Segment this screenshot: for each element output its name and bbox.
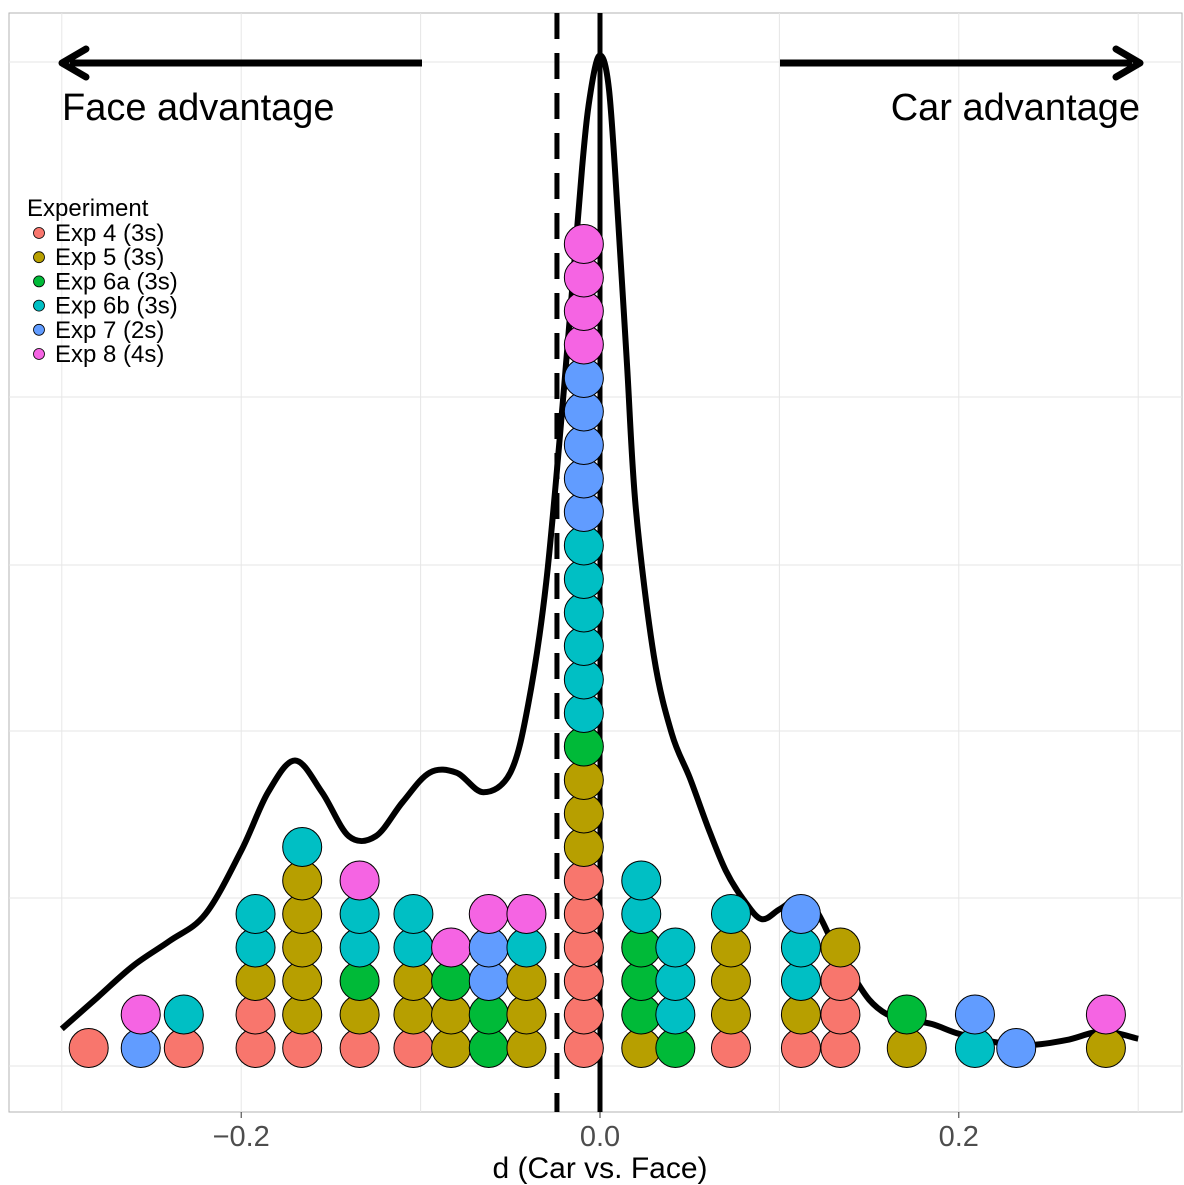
data-point (996, 1028, 1037, 1068)
legend-label: Exp 4 (3s) (55, 220, 164, 247)
data-point (163, 994, 204, 1035)
data-point (339, 860, 380, 901)
data-point (710, 894, 751, 934)
legend-swatch (33, 348, 45, 360)
left-arrow (58, 45, 422, 81)
data-point (120, 994, 161, 1035)
legend-label: Exp 5 (3s) (55, 244, 164, 271)
legend-label: Exp 6a (3s) (55, 268, 178, 295)
data-point (68, 1028, 109, 1068)
data-point (886, 994, 927, 1035)
data-point (431, 927, 472, 968)
data-point (655, 927, 696, 968)
legend-entries: Exp 4 (3s)Exp 5 (3s)Exp 6a (3s)Exp 6b (3… (33, 220, 178, 368)
x-tick-label: −0.2 (213, 1121, 270, 1153)
legend-title: Experiment (27, 195, 149, 222)
data-point (563, 224, 604, 264)
face-advantage-label: Face advantage (62, 87, 335, 129)
density-curve (59, 52, 1139, 1049)
data-point (235, 894, 276, 934)
legend-swatch (33, 227, 45, 239)
legend-swatch (33, 323, 45, 336)
data-point (820, 927, 861, 968)
data-point (780, 894, 821, 934)
data-point (393, 894, 434, 934)
legend-swatch (33, 275, 45, 288)
legend-label: Exp 7 (2s) (55, 317, 164, 344)
x-axis-title: d (Car vs. Face) (492, 1152, 707, 1185)
data-point (506, 894, 547, 934)
data-point (621, 860, 662, 901)
reference-lines (554, 13, 603, 1112)
car-advantage-label: Car advantage (891, 87, 1140, 129)
legend-swatch (33, 251, 45, 264)
data-point (1085, 994, 1126, 1035)
legend: Experiment Exp 4 (3s)Exp 5 (3s)Exp 6a (3… (27, 195, 178, 368)
x-tick-label: 0.2 (939, 1121, 979, 1153)
right-arrow (780, 45, 1144, 81)
x-tick-label: 0.0 (580, 1121, 620, 1153)
data-point (282, 827, 323, 867)
density-curve-layer (59, 52, 1139, 1049)
legend-label: Exp 6b (3s) (55, 293, 178, 320)
data-point (468, 894, 509, 934)
dot-stacks (68, 224, 1126, 1068)
x-axis-ticks: −0.2 0.0 0.2 (213, 1112, 979, 1153)
direction-annotations: Face advantage Car advantage (58, 45, 1144, 129)
data-point (954, 994, 995, 1035)
legend-swatch (33, 299, 45, 312)
legend-label: Exp 8 (4s) (55, 341, 164, 368)
